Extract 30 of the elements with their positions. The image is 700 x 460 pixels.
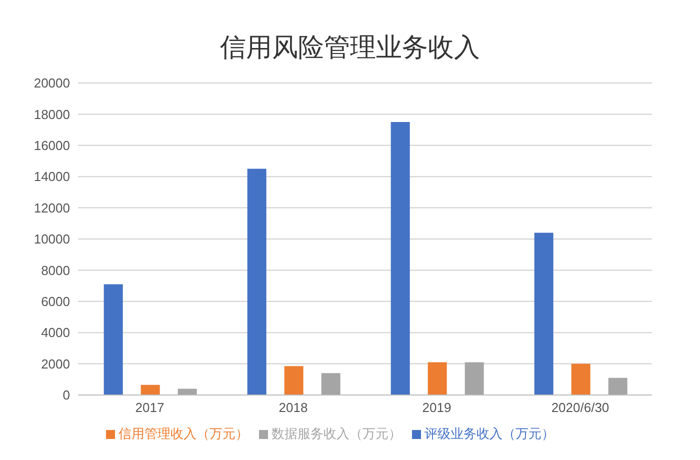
y-tick-label: 14000 [34,169,70,184]
x-tick-label: 2019 [422,400,452,416]
bar [608,378,628,395]
y-tick-label: 18000 [34,106,70,122]
x-tick-label: 2020/6/30 [551,400,610,416]
y-tick-label: 4000 [41,325,70,340]
y-tick-label: 12000 [34,200,70,216]
bar [321,373,340,395]
bar [104,284,123,395]
x-tick-label: 2018 [278,400,308,416]
y-tick-label: 0 [62,388,70,403]
y-tick-label: 6000 [41,294,70,310]
bar [284,366,304,395]
legend-label: 信用管理收入（万元） [118,426,248,441]
bar [247,168,266,395]
legend-label: 评级业务收入（万元） [424,426,554,441]
y-tick-label: 2000 [41,356,70,372]
bar [571,364,590,395]
bar [464,362,484,395]
bar [390,122,410,395]
y-tick-label: 16000 [34,138,70,154]
bar [534,232,554,395]
x-tick-label: 2017 [135,400,164,416]
bar [428,362,447,395]
legend-label: 数据服务收入（万元） [272,426,402,441]
bar [140,384,160,395]
y-tick-label: 10000 [34,232,70,247]
y-tick-label: 8000 [41,262,70,278]
chart-title: 信用风险管理业务收入 [219,31,481,64]
y-tick-label: 20000 [34,76,70,91]
